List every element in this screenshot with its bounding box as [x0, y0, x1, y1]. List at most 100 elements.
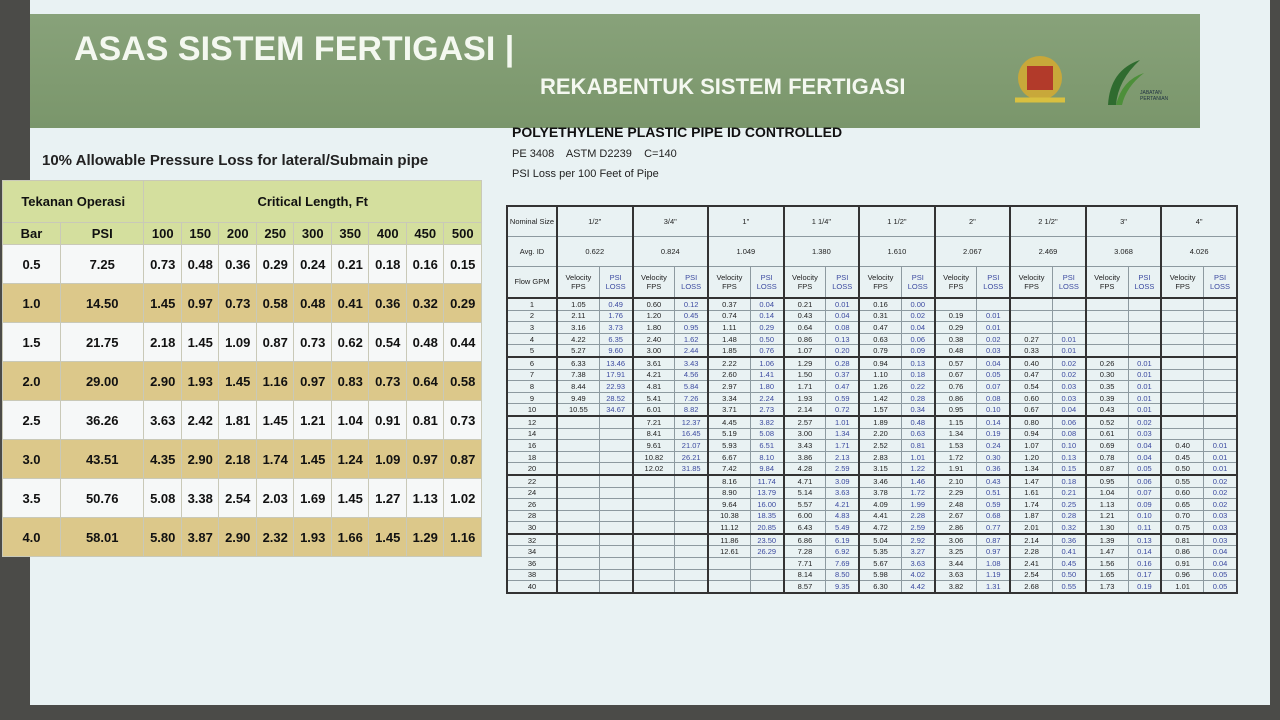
cell: 0.81 [900, 439, 936, 452]
cell: 8.57 [782, 580, 827, 594]
unit-cell: Velocity FPS [858, 265, 902, 299]
unit-text: PSI [760, 272, 773, 282]
cell: 1.47 [1084, 545, 1129, 559]
column-header: 150 [180, 222, 220, 245]
cell [598, 545, 634, 559]
cell: 2.97 [707, 380, 751, 393]
data-row: 5 5.27 9.60 3.00 2.44 1.85 0.76 1.07 0.20 0.79 0.0… [506, 344, 1238, 358]
cell: 0.95 [1084, 474, 1129, 488]
cell: 1.74 [255, 439, 295, 479]
cell: 3.0 [2, 439, 61, 479]
data-row: 18 10.82 26.21 6.67 8.10 3.86 2.13 2.83 1.01 1.72… [506, 450, 1238, 464]
cell: 6.67 [707, 450, 751, 464]
cell: 0.73 [293, 322, 332, 362]
cell [1203, 297, 1238, 311]
data-row: 12 7.21 12.37 4.45 3.82 2.57 1.01 1.89 0.48 1.15 0… [506, 415, 1238, 429]
cell: 0.03 [1203, 533, 1238, 547]
data-row: 7 7.38 17.91 4.21 4.56 2.60 1.41 1.50 0.37 1.10 0.… [506, 368, 1238, 382]
cell: 0.50 [1160, 462, 1205, 476]
cell: 1.72 [900, 486, 936, 500]
data-row: 22 8.16 11.74 4.71 3.09 3.46 1.46 2.10 0.43 1.47 0… [506, 474, 1238, 488]
unit-text: FPS [571, 281, 586, 291]
cell: 0.04 [1051, 403, 1087, 417]
unit-text: FPS [1099, 281, 1115, 291]
cell: 0.47 [1009, 368, 1053, 382]
unit-text: Velocity [943, 272, 969, 282]
cell [555, 568, 600, 582]
cell: 0.16 [1127, 557, 1162, 570]
column-header: 350 [330, 222, 370, 245]
cell [598, 439, 634, 452]
cell: 2.10 [933, 474, 978, 488]
cell: 0.74 [707, 309, 751, 323]
cell: 2.18 [218, 439, 257, 479]
cell: 0.45 [1160, 450, 1205, 464]
cell: 1.29 [782, 356, 827, 370]
cell: 0.37 [707, 297, 751, 311]
cell [598, 462, 634, 476]
cell [1084, 321, 1129, 334]
cell [1203, 403, 1238, 417]
cell [1160, 332, 1205, 346]
size-cell: 2 1/2" [1009, 205, 1087, 237]
cell: 0.19 [1127, 580, 1162, 594]
right-title: POLYETHYLENE PLASTIC PIPE ID CONTROLLED [512, 124, 843, 140]
cell: 1.01 [900, 450, 936, 464]
cell: 1.15 [933, 415, 978, 429]
cell: 1.29 [405, 517, 445, 557]
cell: 1.02 [443, 478, 482, 518]
cell: 0.45 [1051, 557, 1087, 570]
cell: 22.93 [598, 380, 634, 393]
cell: 0.47 [858, 321, 902, 334]
cell: 2.90 [180, 439, 220, 479]
cell [631, 498, 676, 511]
cell: 2.28 [900, 509, 936, 523]
cell: 0.76 [933, 380, 978, 393]
cell: 0.05 [1127, 462, 1162, 476]
cell: 0.86 [782, 332, 827, 346]
cell: 1.45 [218, 361, 257, 401]
gpm-cell: 22 [506, 474, 558, 488]
unit-cell: PSI LOSS [749, 265, 785, 299]
cell: 1.45 [293, 439, 332, 479]
cell [674, 568, 709, 582]
cell: 2.22 [707, 356, 751, 370]
cell: 7.21 [631, 415, 676, 429]
cell: 6.00 [782, 509, 827, 523]
unit-text: Velocity [716, 272, 743, 282]
unit-cell: Velocity FPS [1160, 265, 1205, 299]
cell: 8.44 [555, 380, 600, 393]
cell [631, 509, 676, 523]
cell: 0.62 [330, 322, 370, 362]
cell: 1.26 [858, 380, 902, 393]
cell: 1.19 [976, 568, 1011, 582]
cell: 4.28 [782, 462, 827, 476]
data-row: 16 9.61 21.07 5.93 6.51 3.43 1.71 2.52 0.81 1.53 0… [506, 439, 1238, 452]
cell: 1.45 [368, 517, 407, 557]
cell: 3.78 [858, 486, 902, 500]
cell: 6.19 [825, 533, 860, 547]
cell [598, 415, 634, 429]
cell: 0.07 [976, 380, 1011, 393]
cell: 0.03 [1203, 521, 1238, 535]
cell [598, 568, 634, 582]
cell: 1.93 [293, 517, 332, 557]
header-cell: Tekanan Operasi [1, 180, 145, 223]
cell: 0.01 [1203, 450, 1238, 464]
cell [1203, 332, 1238, 346]
cell: 3.43 [674, 356, 709, 370]
cell: 0.55 [1051, 580, 1087, 594]
unit-text: Velocity [1169, 272, 1196, 282]
cell: 0.36 [1051, 533, 1087, 547]
cell: 2.54 [1009, 568, 1053, 582]
data-row: 2 2.11 1.76 1.20 0.45 0.74 0.14 0.43 0.04 0.31 0.0… [506, 309, 1238, 323]
right-subtitle: PE 3408 ASTM D2239 C=140 [512, 148, 677, 160]
cell [1127, 297, 1162, 311]
cell: 0.29 [749, 321, 785, 334]
cell: 0.55 [1160, 474, 1205, 488]
cell: 0.01 [1127, 391, 1162, 405]
cell [674, 580, 709, 594]
cell: 2.73 [749, 403, 785, 417]
cell: 7.69 [825, 557, 860, 570]
cell [674, 486, 709, 500]
